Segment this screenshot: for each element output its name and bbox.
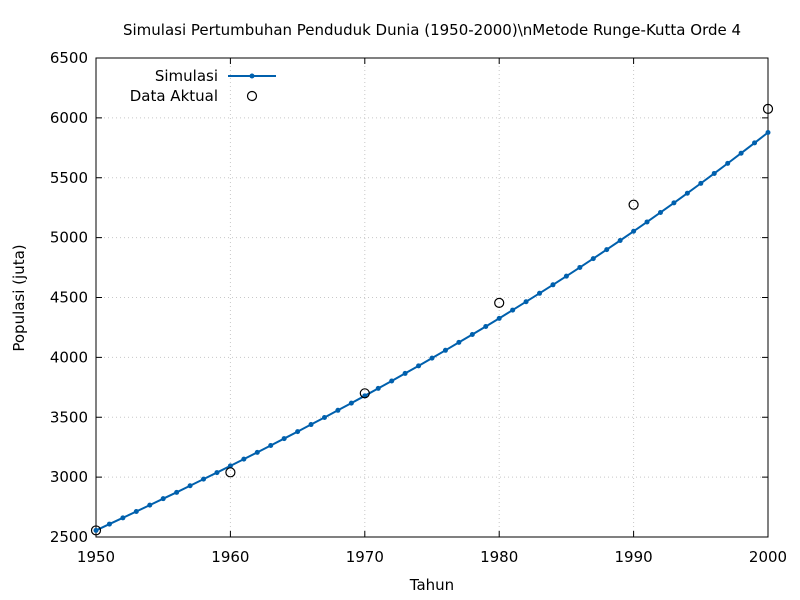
data-point-simulasi: [617, 237, 623, 243]
data-point-simulasi: [416, 363, 422, 369]
data-point-simulasi: [442, 347, 448, 353]
legend-point-simulasi: [249, 73, 255, 79]
data-point-simulasi: [657, 209, 663, 215]
data-point-simulasi: [577, 264, 583, 270]
data-point-simulasi: [348, 400, 354, 406]
data-point-simulasi: [227, 463, 233, 469]
legend-label-data-aktual: Data Aktual: [130, 87, 218, 105]
x-tick-label: 1950: [77, 548, 115, 566]
y-tick-label: 3000: [50, 468, 88, 486]
data-point-simulasi: [375, 385, 381, 391]
y-axis-label: Populasi (juta): [10, 244, 28, 351]
data-point-simulasi: [281, 436, 287, 442]
data-point-simulasi: [389, 378, 395, 384]
x-tick-label: 2000: [749, 548, 787, 566]
y-tick-label: 5500: [50, 169, 88, 187]
y-tick-label: 2500: [50, 528, 88, 546]
series-line-simulasi: [95, 131, 769, 532]
data-point-simulasi: [644, 219, 650, 225]
data-point-simulasi: [496, 315, 502, 321]
data-point-simulasi: [268, 443, 274, 449]
data-point-simulasi: [160, 496, 166, 502]
data-point-simulasi: [765, 129, 771, 135]
legend-label-simulasi: Simulasi: [155, 67, 218, 85]
data-point-simulasi: [469, 332, 475, 338]
data-point-simulasi: [738, 150, 744, 156]
data-point-simulasi: [711, 170, 717, 176]
data-point-simulasi: [429, 355, 435, 361]
data-point-simulasi: [106, 521, 112, 527]
y-tick-label: 4500: [50, 289, 88, 307]
data-point-simulasi: [684, 190, 690, 196]
data-point-simulasi: [120, 515, 126, 521]
data-point-data-aktual: [628, 199, 639, 210]
data-point-simulasi: [725, 160, 731, 166]
data-point-simulasi: [174, 489, 180, 495]
data-point-simulasi: [201, 476, 207, 482]
data-point-simulasi: [254, 449, 260, 455]
data-point-simulasi: [590, 256, 596, 262]
data-point-simulasi: [483, 323, 489, 329]
data-point-simulasi: [671, 200, 677, 206]
data-point-simulasi: [308, 422, 314, 428]
x-tick-label: 1960: [211, 548, 249, 566]
x-tick-label: 1970: [346, 548, 384, 566]
data-point-data-aktual: [359, 388, 370, 399]
y-tick-label: 6000: [50, 109, 88, 127]
axis-ticks: 1950 1960 1970 1980 1990 2000 2500 3000 3500 4000…: [50, 49, 787, 566]
series: [90, 103, 774, 536]
data-point-data-aktual: [762, 103, 774, 114]
data-point-simulasi: [147, 502, 153, 508]
data-point-simulasi: [510, 307, 516, 313]
data-point-simulasi: [604, 247, 610, 253]
y-tick-label: 6500: [50, 49, 88, 67]
data-point-simulasi: [752, 140, 758, 146]
data-point-simulasi: [214, 470, 220, 476]
data-point-simulasi: [698, 180, 704, 186]
y-tick-label: 4000: [50, 348, 88, 366]
data-point-simulasi: [187, 483, 193, 489]
data-point-simulasi: [241, 456, 247, 462]
x-axis-label: Tahun: [409, 576, 454, 594]
data-point-data-aktual: [494, 297, 505, 308]
data-point-simulasi: [335, 407, 341, 413]
data-point-simulasi: [563, 273, 569, 279]
data-point-simulasi: [631, 228, 637, 234]
data-point-simulasi: [523, 299, 529, 305]
data-point-simulasi: [550, 282, 556, 288]
data-point-data-aktual: [225, 467, 236, 478]
chart-title: Simulasi Pertumbuhan Penduduk Dunia (195…: [123, 21, 741, 39]
data-point-simulasi: [537, 290, 543, 296]
y-tick-label: 3500: [50, 408, 88, 426]
data-point-simulasi: [295, 429, 301, 435]
data-point-simulasi: [321, 414, 327, 420]
data-point-simulasi: [402, 370, 408, 376]
data-point-data-aktual: [90, 525, 102, 536]
data-point-simulasi: [93, 527, 99, 533]
legend-swatch-data-aktual: [246, 90, 258, 102]
legend: Simulasi Data Aktual: [130, 67, 276, 105]
data-point-simulasi: [362, 393, 368, 399]
x-tick-label: 1990: [615, 548, 653, 566]
data-point-simulasi: [133, 508, 139, 514]
grid: [96, 58, 768, 537]
y-tick-label: 5000: [50, 229, 88, 247]
data-point-simulasi: [456, 339, 462, 345]
x-tick-label: 1980: [480, 548, 518, 566]
